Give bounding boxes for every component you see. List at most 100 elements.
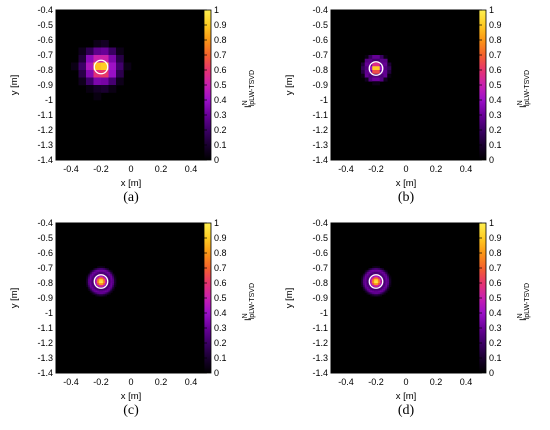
heatmap-cell bbox=[95, 286, 98, 289]
heatmap-cell bbox=[366, 281, 369, 284]
heatmap-cell bbox=[370, 281, 373, 284]
heatmap-cell bbox=[95, 268, 98, 271]
panel-caption: (c) bbox=[123, 403, 139, 418]
heatmap-cell bbox=[376, 268, 379, 271]
heatmap-cell bbox=[381, 273, 384, 276]
heatmap-cell bbox=[95, 279, 98, 282]
heatmap-cell bbox=[362, 279, 366, 282]
heatmap-cell bbox=[383, 58, 388, 63]
heatmap-panel: -0.4 -0.2 0 0.2 0.4 -0.4 -0.5 -0.6 -0.7 -0.8 -0.9 -… bbox=[284, 5, 531, 188]
heatmap-cell bbox=[86, 77, 94, 86]
y-tick-label: -0.7 bbox=[37, 263, 53, 273]
heatmap-cell bbox=[385, 269, 388, 273]
heatmap-cell bbox=[87, 277, 91, 280]
heatmap-cell bbox=[374, 275, 377, 278]
heatmap-cell bbox=[101, 277, 104, 280]
heatmap-cell bbox=[372, 281, 375, 284]
heatmap-cell bbox=[366, 269, 369, 273]
heatmap-cell bbox=[101, 47, 109, 56]
colorbar-tick-label: 1 bbox=[214, 218, 219, 228]
heatmap-cell bbox=[95, 294, 98, 297]
heatmap-cell bbox=[106, 275, 109, 278]
heatmap-cell bbox=[99, 279, 102, 282]
heatmap-cell bbox=[87, 286, 91, 289]
heatmap-cell bbox=[101, 275, 104, 278]
heatmap-cell bbox=[101, 268, 104, 271]
heatmap-cell bbox=[374, 292, 377, 295]
x-tick-label: 0.4 bbox=[460, 164, 473, 174]
heatmap-cell bbox=[89, 275, 92, 278]
colorbar-tick-label: 0.9 bbox=[214, 20, 227, 30]
heatmap-cell bbox=[91, 275, 94, 278]
heatmap-cell bbox=[91, 288, 94, 291]
heatmap-cell bbox=[372, 55, 377, 60]
heatmap-cell bbox=[89, 269, 92, 273]
heatmap-cell bbox=[87, 284, 91, 288]
heatmap-cell bbox=[101, 266, 104, 269]
heatmap-cell bbox=[108, 279, 111, 282]
heatmap-cell bbox=[368, 271, 371, 274]
heatmap-cell bbox=[366, 273, 369, 276]
heatmap-cell bbox=[89, 277, 92, 280]
heatmap-cell bbox=[104, 286, 107, 289]
heatmap-cell bbox=[361, 73, 366, 78]
heatmap-cell bbox=[377, 268, 381, 271]
heatmap-cell bbox=[376, 277, 379, 280]
target-outline bbox=[368, 274, 384, 289]
heatmap-cell bbox=[362, 284, 366, 288]
heatmap-cell bbox=[364, 286, 367, 289]
heatmap-cell bbox=[376, 77, 381, 82]
heatmap-cell bbox=[370, 292, 373, 295]
heatmap-cell bbox=[383, 288, 386, 291]
colorbar-tick-label: 0 bbox=[489, 368, 494, 378]
heatmap-cell bbox=[93, 269, 96, 273]
heatmap-cell bbox=[377, 283, 381, 286]
heatmap-cell bbox=[108, 271, 111, 274]
heatmap-cell bbox=[101, 281, 104, 284]
heatmap-cell bbox=[114, 275, 117, 278]
y-tick-label: -0.6 bbox=[37, 248, 53, 258]
heatmap-cell bbox=[383, 273, 386, 276]
heatmap-cell bbox=[361, 284, 364, 288]
heatmap-cell bbox=[383, 275, 386, 278]
heatmap-cell bbox=[385, 288, 388, 291]
heatmap-cell bbox=[86, 281, 89, 284]
heatmap-cell bbox=[97, 271, 100, 274]
heatmap-cells bbox=[361, 266, 392, 297]
heatmap-cell bbox=[385, 275, 388, 278]
heatmap-cell bbox=[387, 273, 390, 276]
heatmap-cell bbox=[387, 73, 392, 78]
y-tick-label: -1 bbox=[320, 308, 328, 318]
plot-area bbox=[331, 223, 481, 373]
colorbar-tick-label: 0.6 bbox=[489, 278, 502, 288]
heatmap-cell bbox=[108, 286, 111, 289]
heatmap-cell bbox=[89, 283, 92, 286]
heatmap-cell bbox=[87, 281, 91, 284]
heatmap-cell bbox=[101, 271, 104, 274]
heatmap-cell bbox=[377, 294, 381, 297]
x-tick-label: 0.2 bbox=[430, 377, 443, 387]
heatmap-cell bbox=[383, 277, 386, 280]
colorbar-tick-label: 0.5 bbox=[214, 80, 227, 90]
heatmap-cell bbox=[116, 47, 124, 56]
heatmap-cell bbox=[97, 290, 100, 293]
heatmap-cell bbox=[362, 288, 366, 291]
heatmap-cell bbox=[95, 273, 98, 276]
y-tick-label: -0.6 bbox=[312, 248, 328, 258]
heatmap-cell bbox=[376, 283, 379, 286]
heatmap-cell bbox=[374, 290, 377, 293]
heatmap-cell bbox=[112, 288, 115, 291]
heatmap-cell bbox=[381, 269, 384, 273]
heatmap-cell bbox=[376, 266, 379, 269]
heatmap-cell bbox=[377, 279, 381, 282]
heatmap-cell bbox=[370, 271, 373, 274]
colorbar-label: INlpLW-TSVD bbox=[517, 283, 531, 321]
heatmap-cell bbox=[366, 286, 369, 289]
heatmap-cell bbox=[89, 279, 92, 282]
heatmap-cell bbox=[99, 283, 102, 286]
y-tick-label: -1.2 bbox=[312, 125, 328, 135]
heatmap-cell bbox=[86, 284, 89, 288]
heatmap-cell bbox=[385, 273, 388, 276]
heatmap-cell bbox=[379, 66, 384, 71]
y-axis-label: y [m] bbox=[284, 75, 295, 96]
